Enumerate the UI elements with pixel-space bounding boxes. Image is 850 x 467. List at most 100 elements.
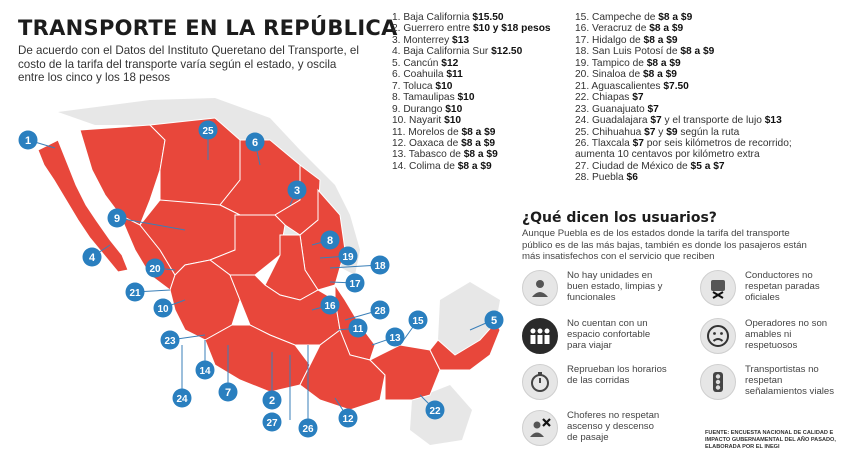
svg-text:16: 16 [324, 301, 336, 312]
rate-row: aumenta 10 centavos por kilómetro extra [575, 149, 760, 161]
marker-1: 1 [18, 130, 38, 150]
rate-row: 16. Veracruz de $8 a $9 [575, 23, 684, 35]
marker-5: 5 [484, 310, 504, 330]
rates-list-1: 1. Baja California $15.50 2. Guerrero en… [392, 12, 551, 172]
rate-row: 6. Coahuila $11 [392, 69, 463, 81]
rate-row: 12. Oaxaca de $8 a $9 [392, 137, 496, 149]
rate-row: 22. Chiapas $7 [575, 92, 644, 104]
opinion-item: No hay unidades en buen estado, limpias … [522, 270, 667, 306]
opinion-item: No cuentan con un espacio confortable pa… [522, 318, 667, 354]
opinion-item: Choferes no respetan ascenso y descenso … [522, 410, 667, 446]
marker-27: 27 [262, 412, 282, 432]
marker-6: 6 [245, 132, 265, 152]
svg-text:25: 25 [202, 126, 214, 137]
marker-17: 17 [345, 273, 365, 293]
page-title: TRANSPORTE EN LA REPÚBLICA [18, 16, 398, 40]
svg-text:20: 20 [149, 264, 161, 275]
marker-22: 22 [425, 400, 445, 420]
marker-3: 3 [287, 180, 307, 200]
rate-row: 10. Nayarit $10 [392, 115, 462, 127]
svg-text:2: 2 [269, 395, 275, 407]
rates-list-2: 15. Campeche de $8 a $9 16. Veracruz de … [575, 12, 792, 184]
rate-row: 7. Toluca $10 [392, 80, 453, 92]
rate-row: 21. Aguascalientes $7.50 [575, 80, 689, 92]
users-title: ¿Qué dicen los usuarios? [522, 210, 717, 226]
state-chiapas-tabasco [369, 344, 441, 401]
marker-16: 16 [320, 295, 340, 315]
marker-26: 26 [298, 418, 318, 438]
rate-row: 11. Morelos de $8 a $9 [392, 126, 496, 138]
rate-row: 23. Guanajuato $7 [575, 103, 659, 115]
svg-text:11: 11 [353, 324, 364, 335]
marker-10: 10 [153, 298, 173, 318]
rate-row: 9. Durango $10 [392, 103, 463, 115]
marker-14: 14 [195, 360, 215, 380]
marker-19: 19 [338, 246, 358, 266]
neighbor-land-south [438, 282, 500, 355]
svg-text:27: 27 [266, 418, 278, 429]
marker-21: 21 [125, 282, 145, 302]
sad-face-icon [700, 318, 736, 354]
rate-row: 27. Ciudad de México de $5 a $7 [575, 160, 725, 172]
crowd-icon [522, 318, 558, 354]
marker-8: 8 [320, 230, 340, 250]
marker-9: 9 [107, 208, 127, 228]
marker-18: 18 [370, 255, 390, 275]
svg-text:18: 18 [374, 261, 386, 272]
marker-25: 25 [198, 120, 218, 140]
users-text: Aunque Puebla es de los estados donde la… [522, 228, 807, 263]
svg-text:21: 21 [129, 288, 141, 299]
opinion-item: Reprueban los horarios de las corridas [522, 364, 667, 400]
marker-15: 15 [408, 310, 428, 330]
rate-row: 19. Tampico de $8 a $9 [575, 57, 681, 69]
svg-text:3: 3 [294, 185, 300, 197]
svg-text:23: 23 [164, 336, 176, 347]
state-baja-california [37, 139, 129, 273]
bus-stop-icon [700, 270, 736, 306]
rate-row: 14. Colima de $8 a $9 [392, 160, 492, 172]
marker-13: 13 [385, 327, 405, 347]
rate-row: 26. Tlaxcala $7 por seis kilómetros de r… [575, 137, 792, 149]
rate-row: 1. Baja California $15.50 [392, 12, 504, 23]
svg-text:12: 12 [342, 414, 354, 425]
rate-row: 20. Sinaloa de $8 a $9 [575, 69, 677, 81]
rate-row: 17. Hidalgo de $8 a $9 [575, 34, 678, 46]
marker-11: 11 [348, 318, 368, 338]
subtitle: De acuerdo con el Datos del Instituto Qu… [18, 44, 359, 85]
opinion-item: Conductores no respetan paradas oficiale… [700, 270, 845, 306]
svg-text:13: 13 [389, 333, 401, 344]
rate-row: 18. San Luis Potosí de $8 a $9 [575, 46, 715, 58]
marker-2: 2 [262, 390, 282, 410]
svg-text:6: 6 [252, 137, 258, 149]
svg-text:9: 9 [114, 213, 120, 225]
state-nuevo-leon [274, 164, 321, 236]
svg-text:8: 8 [327, 235, 333, 247]
bus-driver-icon [522, 270, 558, 306]
svg-text:22: 22 [429, 406, 441, 417]
rate-row: 3. Monterrey $13 [392, 34, 470, 46]
svg-text:24: 24 [176, 394, 188, 405]
svg-text:7: 7 [225, 387, 231, 399]
traffic-light-icon [700, 364, 736, 400]
marker-7: 7 [218, 382, 238, 402]
svg-text:17: 17 [349, 279, 361, 290]
svg-text:15: 15 [412, 316, 424, 327]
rate-row: 8. Tamaulipas $10 [392, 92, 475, 104]
marker-28: 28 [370, 300, 390, 320]
marker-24: 24 [172, 388, 192, 408]
marker-4: 4 [82, 247, 102, 267]
svg-text:14: 14 [199, 366, 211, 377]
svg-text:10: 10 [157, 304, 169, 315]
map-markers: 1 2 3 4 5 6 7 8 9 10 11 12 13 14 15 16 1… [18, 120, 504, 438]
svg-text:5: 5 [491, 315, 497, 327]
rate-row: 4. Baja California Sur $12.50 [392, 46, 523, 58]
stopwatch-icon [522, 364, 558, 400]
marker-12: 12 [338, 408, 358, 428]
marker-20: 20 [145, 258, 165, 278]
rate-row: 25. Chihuahua $7 y $9 según la ruta [575, 126, 740, 138]
rate-row: 15. Campeche de $8 a $9 [575, 12, 693, 23]
marker-23: 23 [160, 330, 180, 350]
opinion-item: Transportistas no respetan señalamientos… [700, 364, 845, 400]
svg-text:1: 1 [25, 135, 31, 147]
